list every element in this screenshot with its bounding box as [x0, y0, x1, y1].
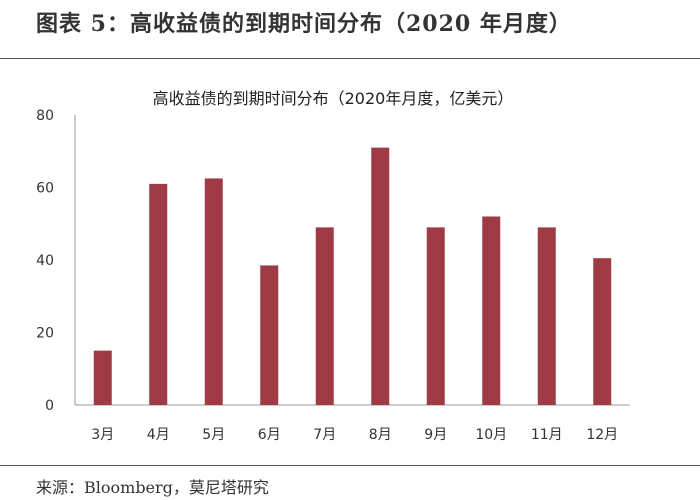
y-tick-label: 20 — [36, 326, 54, 342]
y-ticks: 0 20 40 60 80 — [36, 108, 54, 414]
figure-title: 图表 5：高收益债的到期时间分布（2020 年月度） — [36, 11, 572, 37]
top-rule — [0, 58, 700, 59]
bottom-rule — [0, 465, 700, 466]
bar — [315, 227, 334, 405]
y-tick-label: 80 — [36, 108, 54, 124]
bar — [93, 350, 112, 405]
bar — [537, 227, 556, 405]
x-tick-label: 12月 — [586, 427, 618, 443]
x-tick-label: 10月 — [475, 427, 507, 443]
bars — [93, 147, 612, 405]
x-tick-label: 6月 — [258, 427, 281, 443]
bar — [149, 183, 168, 405]
y-tick-label: 60 — [36, 181, 54, 197]
x-ticks: 3月 4月 5月 6月 7月 8月 9月 10月 11月 12月 — [91, 427, 618, 443]
x-tick-label: 7月 — [313, 427, 336, 443]
x-tick-label: 11月 — [531, 427, 563, 443]
bar — [371, 147, 390, 405]
chart-title: 高收益债的到期时间分布（2020年月度，亿美元） — [153, 89, 514, 108]
x-tick-label: 5月 — [202, 427, 225, 443]
bar — [426, 227, 445, 405]
x-tick-label: 3月 — [91, 427, 114, 443]
bar — [204, 178, 223, 405]
y-tick-label: 40 — [36, 253, 54, 269]
y-tick-label: 0 — [45, 398, 54, 414]
bar — [593, 258, 612, 405]
x-tick-label: 8月 — [369, 427, 392, 443]
bar — [482, 216, 501, 405]
x-tick-label: 9月 — [424, 427, 447, 443]
bar — [260, 265, 279, 405]
x-tick-label: 4月 — [147, 427, 170, 443]
source-note: 来源：Bloomberg，莫尼塔研究 — [36, 478, 269, 497]
